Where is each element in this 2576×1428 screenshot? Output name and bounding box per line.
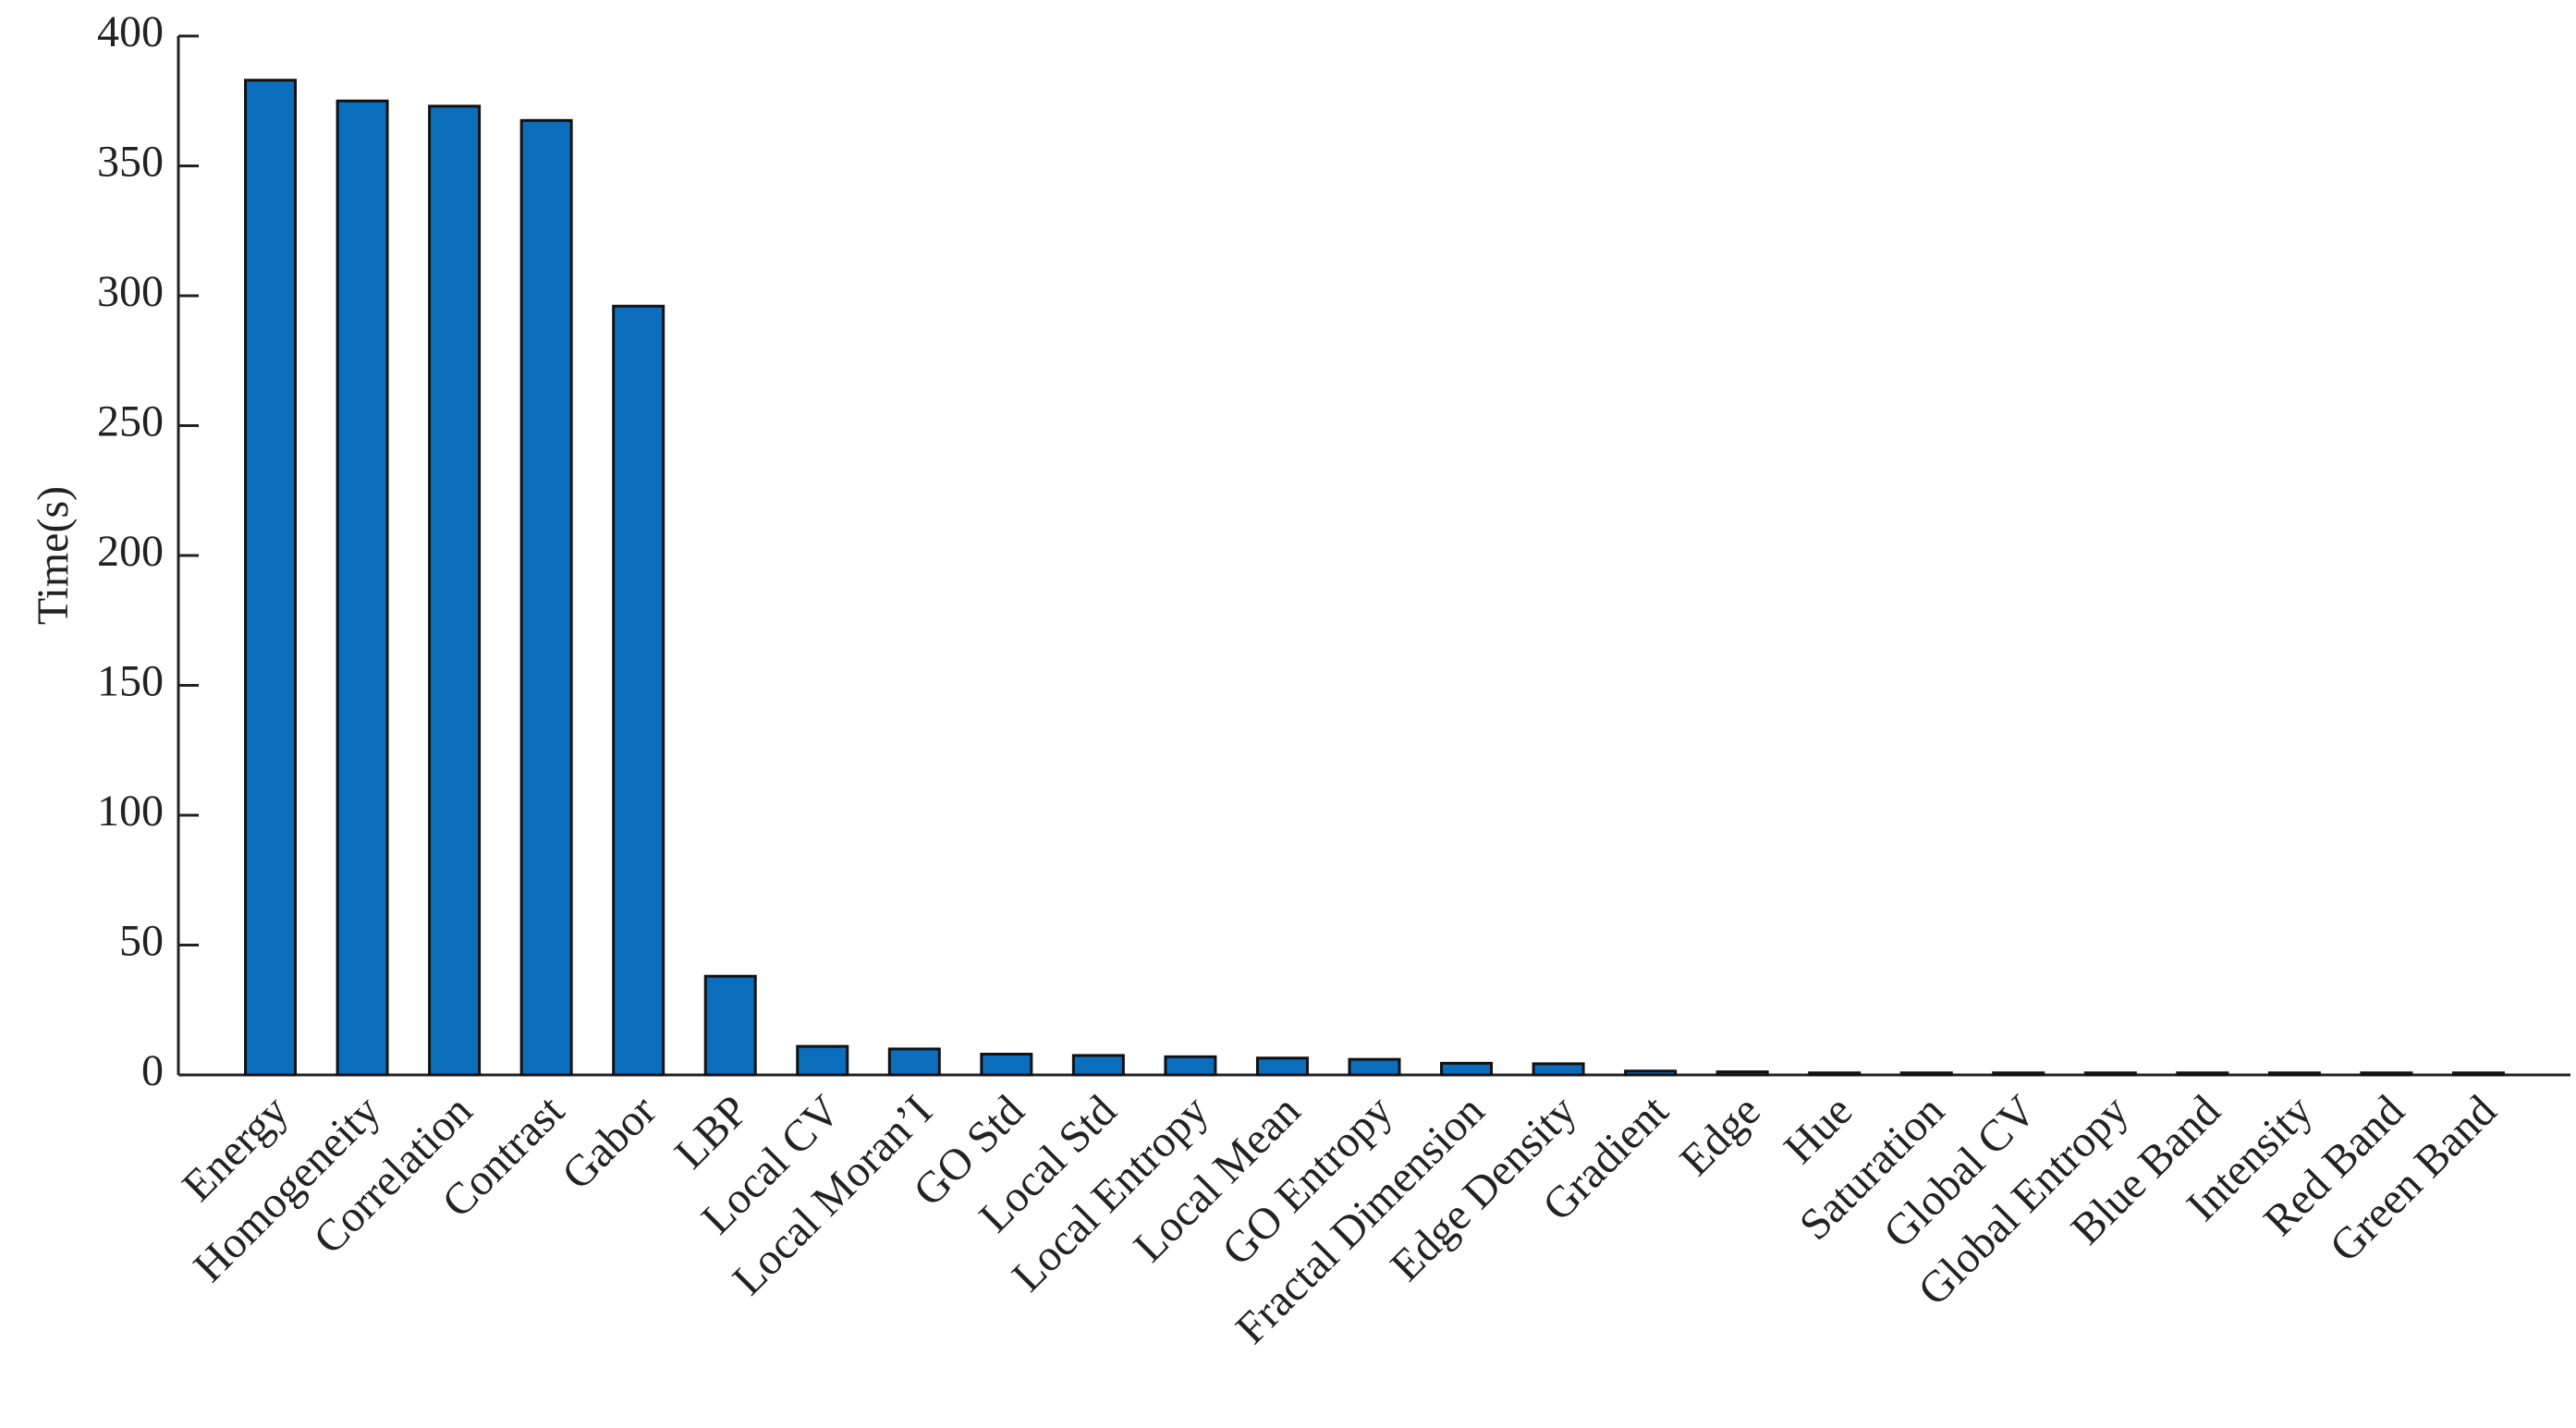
y-tick-label: 200 bbox=[97, 527, 164, 576]
y-tick-label: 300 bbox=[97, 267, 164, 316]
bar bbox=[428, 104, 482, 1077]
bar bbox=[1255, 1056, 1309, 1077]
bar bbox=[1440, 1061, 1494, 1077]
bar bbox=[1624, 1069, 1678, 1077]
y-axis-label: Time(s) bbox=[29, 486, 78, 625]
bar bbox=[703, 974, 757, 1077]
y-tick-label: 50 bbox=[119, 917, 164, 966]
bar bbox=[519, 118, 573, 1077]
bar bbox=[2176, 1071, 2229, 1077]
y-tick-label: 150 bbox=[97, 657, 164, 706]
y-tick-label: 0 bbox=[141, 1046, 164, 1095]
bar bbox=[612, 304, 665, 1077]
bar bbox=[1532, 1062, 1585, 1077]
bar bbox=[336, 99, 389, 1077]
y-tick-label: 400 bbox=[97, 7, 164, 56]
bar bbox=[2451, 1071, 2505, 1077]
y-tick-label: 350 bbox=[97, 138, 164, 187]
bar bbox=[2267, 1071, 2321, 1077]
bar bbox=[1808, 1071, 1862, 1077]
bar bbox=[980, 1053, 1033, 1077]
y-tick-label: 100 bbox=[97, 787, 164, 836]
x-tick-label: Gabor bbox=[553, 1086, 665, 1199]
bar bbox=[887, 1047, 941, 1077]
bar bbox=[244, 79, 298, 1077]
bar bbox=[2360, 1071, 2413, 1077]
bar bbox=[1164, 1055, 1217, 1077]
x-tick-label: Edge bbox=[1671, 1086, 1770, 1185]
bar bbox=[1899, 1071, 1953, 1077]
bar bbox=[1992, 1071, 2045, 1077]
bar bbox=[796, 1044, 849, 1077]
bar bbox=[1348, 1057, 1401, 1077]
bar bbox=[2083, 1071, 2137, 1077]
y-tick-label: 250 bbox=[97, 397, 164, 446]
bar bbox=[1071, 1054, 1125, 1077]
bar bbox=[1715, 1070, 1769, 1077]
